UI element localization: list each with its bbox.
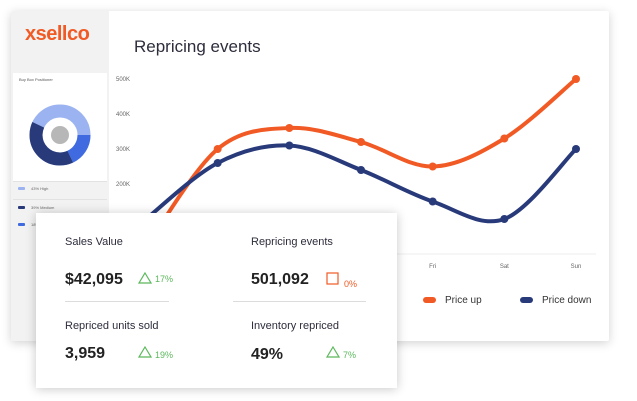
- price-down-label: Price down: [542, 295, 592, 306]
- stat-value-repricing-events: 501,092: [251, 271, 309, 288]
- stat-delta-inventory-repriced: 7%: [343, 350, 357, 360]
- data-point-price-up: [285, 124, 294, 132]
- price-down-swatch: [520, 297, 533, 304]
- data-point-price-up: [357, 138, 365, 146]
- legend-label: 43% High: [31, 186, 49, 191]
- donut-slice-low: [29, 104, 91, 166]
- donut-center: [51, 126, 69, 144]
- data-point-price-down: [213, 159, 222, 167]
- legend-item-medium: 39% Medium: [15, 202, 105, 216]
- x-tick-label: Sun: [571, 264, 582, 270]
- widget-title: Buy Box Positioner: [19, 77, 53, 82]
- y-tick-label: 400K: [116, 112, 130, 118]
- legend-item-high: 43% High: [15, 183, 105, 197]
- stat-value-sales-value: $42,095: [65, 271, 123, 288]
- brand-logo[interactable]: xsellco: [25, 23, 90, 45]
- data-point-price-down: [428, 197, 437, 206]
- stat-delta-sales-value: 17%: [155, 274, 174, 284]
- triangle-up-icon: [138, 272, 152, 284]
- data-point-price-up: [428, 162, 437, 171]
- stat-value-inventory-repriced: 49%: [251, 346, 284, 363]
- legend-swatch: [18, 206, 25, 209]
- legend-price-up[interactable]: Price up: [423, 295, 482, 306]
- data-point-price-up: [572, 75, 580, 83]
- legend-label: 39% Medium: [31, 205, 55, 210]
- donut-chart: [29, 104, 91, 166]
- page-title: Repricing events: [134, 37, 261, 56]
- divider: [13, 199, 107, 200]
- stat-value-repriced-units-sold: 3,959: [65, 345, 106, 362]
- y-tick-label: 200K: [116, 182, 130, 188]
- legend-swatch: [18, 187, 25, 190]
- divider: [233, 301, 366, 302]
- stat-delta-repricing-events: 0%: [344, 279, 358, 289]
- y-tick-label: 300K: [116, 147, 130, 153]
- legend-price-down[interactable]: Price down: [520, 295, 591, 306]
- stats-card: Sales Value $42,095 17% Repricing events…: [36, 213, 397, 388]
- stat-label-repriced-units-sold: Repriced units sold: [65, 320, 159, 332]
- sidebar: xsellco Buy Box Positioner 43% High 39% …: [11, 11, 109, 341]
- legend-swatch: [18, 223, 25, 226]
- stat-label-inventory-repriced: Inventory repriced: [251, 320, 340, 332]
- square-icon: [326, 272, 339, 285]
- stat-label-repricing-events: Repricing events: [251, 236, 333, 248]
- triangle-up-icon: [138, 346, 152, 358]
- y-tick-label: 500K: [116, 77, 130, 83]
- data-point-price-down: [357, 166, 365, 174]
- data-point-price-down: [285, 141, 294, 150]
- divider: [13, 181, 107, 182]
- price-up-label: Price up: [445, 295, 482, 306]
- triangle-up-icon: [326, 346, 340, 358]
- stat-delta-repriced-units-sold: 19%: [155, 350, 174, 360]
- divider: [65, 301, 169, 302]
- data-point-price-up: [213, 145, 222, 153]
- data-point-price-down: [500, 215, 509, 223]
- stat-label-sales-value: Sales Value: [65, 236, 123, 248]
- data-point-price-up: [500, 134, 509, 143]
- donut-slice-medium: [29, 104, 91, 166]
- data-point-price-down: [572, 145, 580, 153]
- price-up-swatch: [423, 297, 436, 304]
- x-tick-label: Sat: [500, 264, 509, 270]
- x-tick-label: Fri: [429, 264, 436, 270]
